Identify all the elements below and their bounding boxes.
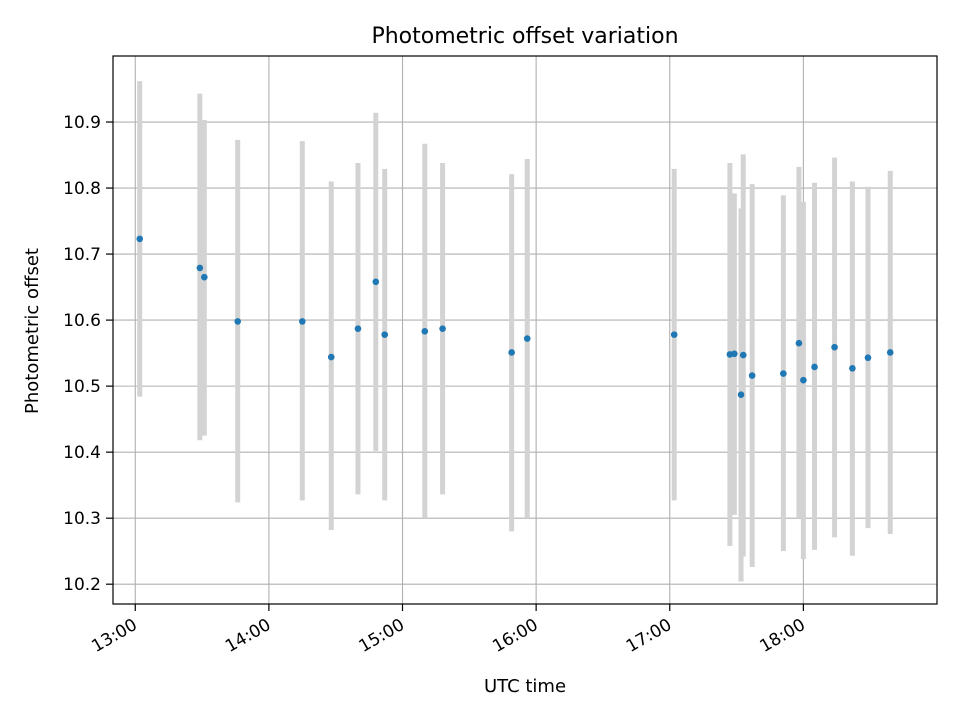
x-tick-label: 13:00 — [88, 615, 140, 657]
data-point — [421, 328, 429, 335]
data-point — [737, 391, 745, 399]
y-tick-label: 10.5 — [63, 377, 101, 397]
x-tick-label: 16:00 — [489, 615, 541, 657]
data-point — [327, 353, 335, 361]
x-tick-label: 17:00 — [623, 615, 675, 657]
data-point — [831, 343, 838, 351]
y-tick-label: 10.9 — [63, 113, 101, 133]
y-tick-label: 10.6 — [63, 311, 101, 331]
data-point — [849, 364, 856, 372]
data-point — [508, 349, 515, 356]
y-axis: 10.2 10.3 10.4 10.5 10.6 10.7 10.8 10.9 — [63, 113, 113, 595]
data-point — [739, 351, 747, 359]
data-point — [800, 376, 807, 384]
x-tick-label: 18:00 — [756, 615, 808, 657]
x-tick-label: 15:00 — [356, 615, 408, 657]
data-point — [748, 372, 756, 379]
data-point — [523, 335, 531, 342]
data-point — [731, 350, 738, 358]
error-bars — [137, 81, 893, 582]
data-point — [196, 264, 204, 272]
x-axis-label: UTC time — [484, 676, 566, 697]
data-point — [439, 325, 446, 332]
data-point — [795, 339, 803, 347]
data-point — [201, 273, 208, 281]
y-tick-label: 10.2 — [63, 575, 101, 595]
x-tick-label: 14:00 — [222, 615, 274, 657]
data-point — [780, 370, 787, 377]
data-point — [864, 354, 872, 362]
y-tick-label: 10.3 — [63, 509, 101, 529]
y-tick-label: 10.4 — [63, 443, 101, 463]
y-tick-label: 10.7 — [63, 245, 101, 265]
chart-title: Photometric offset variation — [371, 24, 678, 49]
data-point — [811, 363, 818, 371]
data-point — [354, 325, 362, 332]
data-points — [136, 235, 894, 399]
data-point — [234, 318, 242, 325]
data-point — [886, 349, 894, 356]
data-point — [136, 235, 144, 243]
y-tick-label: 10.8 — [63, 179, 101, 199]
data-point — [670, 331, 678, 338]
x-axis: 13:00 14:00 15:00 16:00 17:00 18:00 — [88, 604, 809, 657]
data-point — [372, 278, 380, 286]
data-point — [381, 331, 388, 338]
y-axis-label: Photometric offset — [22, 248, 43, 414]
data-point — [298, 318, 306, 325]
plot-frame — [112, 55, 938, 605]
